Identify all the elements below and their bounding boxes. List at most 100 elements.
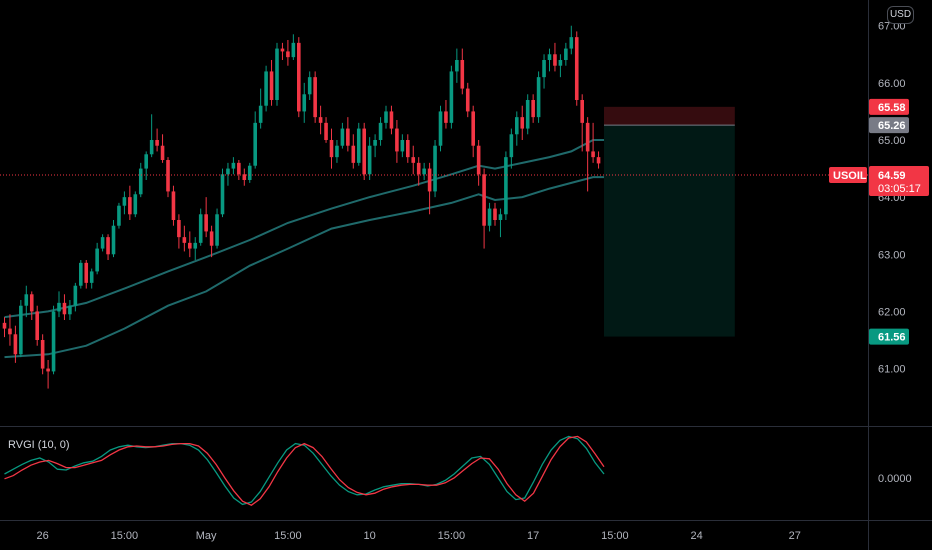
slow-moving-average: [4, 176, 604, 359]
candle: [542, 54, 546, 89]
candle: [46, 360, 50, 389]
candle-body: [73, 285, 78, 306]
candle: [79, 260, 83, 289]
candle: [515, 111, 519, 146]
candle-body: [8, 328, 12, 335]
candle-body: [57, 302, 61, 312]
candle: [585, 117, 590, 192]
candle-body: [591, 151, 595, 158]
candle-body: [384, 111, 388, 123]
candle-body: [138, 168, 143, 195]
candle: [128, 185, 132, 220]
candle-body: [117, 205, 121, 226]
candle: [465, 82, 470, 118]
candle-body: [460, 60, 465, 89]
candle-body: [275, 48, 279, 100]
entry-price-label: 65.26: [869, 117, 909, 134]
candle-body: [542, 60, 546, 78]
candle: [313, 71, 317, 123]
candle: [536, 71, 541, 123]
candle: [111, 220, 116, 258]
candle-body: [482, 174, 486, 226]
candle-body: [193, 242, 198, 249]
indicator-title[interactable]: RVGI (10, 0): [8, 439, 70, 451]
candle-body: [84, 262, 89, 283]
currency-button[interactable]: USD: [887, 6, 914, 24]
candle: [564, 42, 568, 66]
candle: [596, 151, 601, 169]
candle-body: [237, 162, 241, 175]
time-axis[interactable]: 26 15:00 May 15:00 10 15:00 17 15:00 24 27: [37, 530, 801, 542]
price-tick-label: 61.00: [878, 364, 906, 376]
candle-body: [171, 191, 176, 220]
candle: [160, 134, 165, 163]
last-price-pill: [869, 166, 929, 196]
symbol-pill: [829, 167, 867, 183]
candle: [340, 122, 345, 149]
candle: [106, 234, 110, 260]
candle-body: [220, 174, 225, 215]
candle-body: [35, 311, 39, 340]
candle: [171, 185, 176, 226]
stop-price-label: 65.58: [869, 98, 909, 115]
candle-body: [253, 122, 257, 166]
candle: [318, 105, 323, 135]
candle-body: [444, 111, 448, 123]
stop-price-label-pill: [869, 98, 909, 115]
candle-body: [493, 208, 497, 220]
candle-body: [2, 322, 7, 329]
candle: [209, 225, 214, 258]
candle-body: [504, 157, 508, 215]
short-position-tool[interactable]: [604, 106, 735, 337]
candle: [182, 225, 187, 252]
candle: [558, 54, 563, 78]
candle-body: [247, 165, 252, 180]
moving-averages: [4, 139, 604, 359]
candle: [253, 111, 257, 169]
bar-countdown: 03:05:17: [878, 183, 921, 195]
candle: [329, 128, 334, 169]
candle: [373, 134, 377, 158]
candle: [231, 157, 236, 175]
candle: [226, 162, 230, 186]
rvgi-signal-line: [4, 435, 605, 506]
time-tick-label: 15:00: [274, 530, 302, 542]
candle-body: [596, 157, 601, 164]
time-tick-label: 17: [527, 530, 539, 542]
price-tick-label: 63.00: [878, 249, 906, 261]
candle-body: [346, 128, 350, 146]
candle-body: [367, 145, 372, 175]
candle: [193, 237, 198, 260]
price-tick-label: 62.00: [878, 306, 906, 318]
candle-body: [79, 262, 83, 286]
candle-body: [40, 340, 45, 369]
candle: [351, 134, 356, 169]
candle: [291, 34, 296, 60]
candle-body: [427, 168, 432, 192]
candle: [280, 42, 285, 60]
candle: [188, 231, 192, 258]
candle: [13, 325, 18, 363]
candle: [471, 105, 475, 158]
rvgi-line: [4, 435, 605, 506]
candle-body: [264, 71, 268, 106]
price-tick-label: 66.00: [878, 78, 906, 90]
candle: [422, 162, 426, 180]
candle-body: [302, 94, 307, 112]
candle-body: [395, 128, 399, 152]
candle-body: [400, 140, 405, 152]
entry-price-label-pill: [869, 117, 909, 134]
candle: [198, 208, 203, 246]
last-price-label: 64.59: [878, 170, 906, 182]
candle: [269, 60, 274, 106]
candle: [553, 42, 557, 72]
candle: [389, 105, 394, 135]
candle: [117, 202, 121, 229]
candle-body: [226, 168, 230, 175]
candle: [498, 208, 503, 238]
candle-body: [95, 248, 99, 272]
candle: [356, 122, 361, 166]
candle-body: [324, 122, 328, 140]
